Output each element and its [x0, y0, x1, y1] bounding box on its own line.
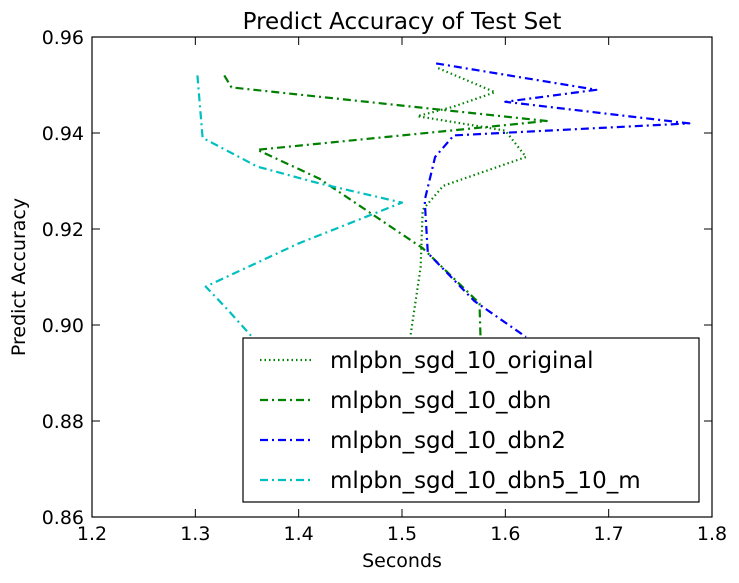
y-axis-label: Predict Accuracy: [8, 198, 30, 356]
y-ticks: 0.86 0.88 0.90 0.92 0.94 0.96: [42, 27, 712, 529]
x-ticks: 1.2 1.3 1.4 1.5 1.6 1.7 1.8: [77, 37, 727, 545]
x-tick-label: 1.3: [180, 523, 210, 545]
legend-label: mlpbn_sgd_10_dbn5_10_m: [330, 468, 641, 494]
y-tick-label: 0.90: [42, 315, 84, 337]
legend-frame: [242, 337, 700, 503]
legend-entry: mlpbn_sgd_10_dbn2: [260, 428, 566, 454]
legend-label: mlpbn_sgd_10_original: [330, 348, 594, 374]
y-tick-label: 0.94: [42, 123, 84, 145]
legend-entry: mlpbn_sgd_10_original: [260, 348, 594, 374]
x-tick-label: 1.7: [594, 523, 624, 545]
chart-title: Predict Accuracy of Test Set: [243, 9, 562, 35]
series-line-mlpbn-sgd-10-dbn5-10-m: [196, 75, 404, 338]
x-tick-label: 1.6: [490, 523, 520, 545]
legend-label: mlpbn_sgd_10_dbn2: [330, 428, 566, 454]
series-line-mlpbn-sgd-10-dbn2: [423, 62, 691, 338]
y-tick-label: 0.88: [42, 411, 84, 433]
x-tick-label: 1.4: [284, 523, 314, 545]
series-line-mlpbn-sgd-10-dbn: [223, 74, 548, 338]
series-line-mlpbn-sgd-10-original: [409, 67, 528, 338]
x-axis-label: Seconds: [362, 550, 442, 572]
x-tick-label: 1.2: [77, 523, 107, 545]
legend-entry: mlpbn_sgd_10_dbn: [260, 388, 551, 414]
y-tick-label: 0.86: [42, 507, 84, 529]
y-tick-label: 0.92: [42, 219, 84, 241]
series-layer: [196, 62, 691, 338]
legend: mlpbn_sgd_10_original mlpbn_sgd_10_dbn m…: [242, 337, 700, 503]
x-tick-label: 1.5: [387, 523, 417, 545]
legend-entry: mlpbn_sgd_10_dbn5_10_m: [260, 468, 641, 494]
y-tick-label: 0.96: [42, 27, 84, 49]
x-tick-label: 1.8: [697, 523, 727, 545]
legend-label: mlpbn_sgd_10_dbn: [330, 388, 551, 414]
